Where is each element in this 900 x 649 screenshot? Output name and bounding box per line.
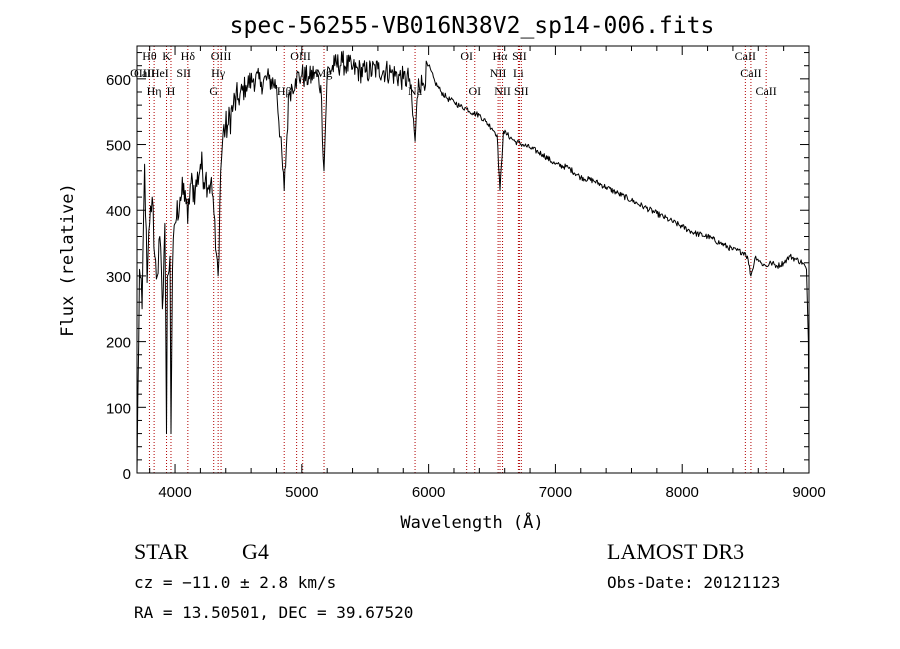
x-tick-label: 6000 <box>412 484 445 501</box>
x-tick-label: 9000 <box>792 484 825 501</box>
y-tick-label: 200 <box>106 335 131 352</box>
line-label: CaII <box>755 84 776 98</box>
y-axis-label: Flux (relative) <box>58 183 78 337</box>
x-tick-label: 7000 <box>539 484 572 501</box>
x-tick-label: 5000 <box>285 484 318 501</box>
line-label: Hα <box>493 49 509 63</box>
line-label: Li <box>513 66 524 80</box>
line-label: OIII <box>290 49 311 63</box>
axis-ticks: 4000 5000 6000 7000 8000 9000 0 100 200 300 400 500… <box>106 46 826 501</box>
y-tick-label: 100 <box>106 400 131 417</box>
object-subclass: G4 <box>242 539 269 564</box>
object-class: STAR <box>134 539 189 564</box>
line-label: Hθ <box>142 49 157 63</box>
line-label: Hγ <box>211 66 226 80</box>
line-label: H <box>167 84 176 98</box>
line-label: K <box>162 49 171 63</box>
line-label: SII <box>176 66 191 80</box>
spectrum-line-0 <box>136 50 810 474</box>
y-tick-label: 500 <box>106 138 131 155</box>
line-label: CaII <box>740 66 761 80</box>
line-label: G <box>209 84 218 98</box>
survey-name: LAMOST DR3 <box>607 539 745 564</box>
line-label: Hδ <box>181 49 196 63</box>
line-label: NII <box>490 66 507 80</box>
line-label: Hβ <box>277 84 292 98</box>
spectrum-series <box>136 50 810 474</box>
y-tick-label: 400 <box>106 203 131 220</box>
line-label: OI <box>468 84 481 98</box>
y-tick-label: 300 <box>106 269 131 286</box>
line-label: OIII <box>130 66 151 80</box>
redshift-velocity: cz = −11.0 ± 2.8 km/s <box>134 573 337 592</box>
observation-date: Obs-Date: 20121123 <box>607 573 781 592</box>
line-label: SII <box>514 84 529 98</box>
x-axis-label: Wavelength (Å) <box>400 511 543 533</box>
line-label: NII <box>494 84 511 98</box>
line-label: CaII <box>134 66 155 80</box>
x-tick-label: 4000 <box>158 484 191 501</box>
x-tick-label: 8000 <box>666 484 699 501</box>
y-tick-label: 0 <box>123 466 131 483</box>
line-label: CaII <box>735 49 756 63</box>
line-label: OI <box>460 49 473 63</box>
line-label: SII <box>512 49 527 63</box>
emission-line-markers <box>148 46 767 473</box>
line-label: Hη <box>147 84 162 98</box>
chart-title: spec-56255-VB016N38V2_sp14-006.fits <box>230 13 715 39</box>
y-tick-label: 600 <box>106 72 131 89</box>
plot-frame <box>136 45 810 474</box>
line-label: Mg <box>316 66 333 80</box>
line-label: HeI <box>151 66 169 80</box>
line-label: OIII <box>211 49 232 63</box>
sky-coordinates: RA = 13.50501, DEC = 39.67520 <box>134 603 414 622</box>
